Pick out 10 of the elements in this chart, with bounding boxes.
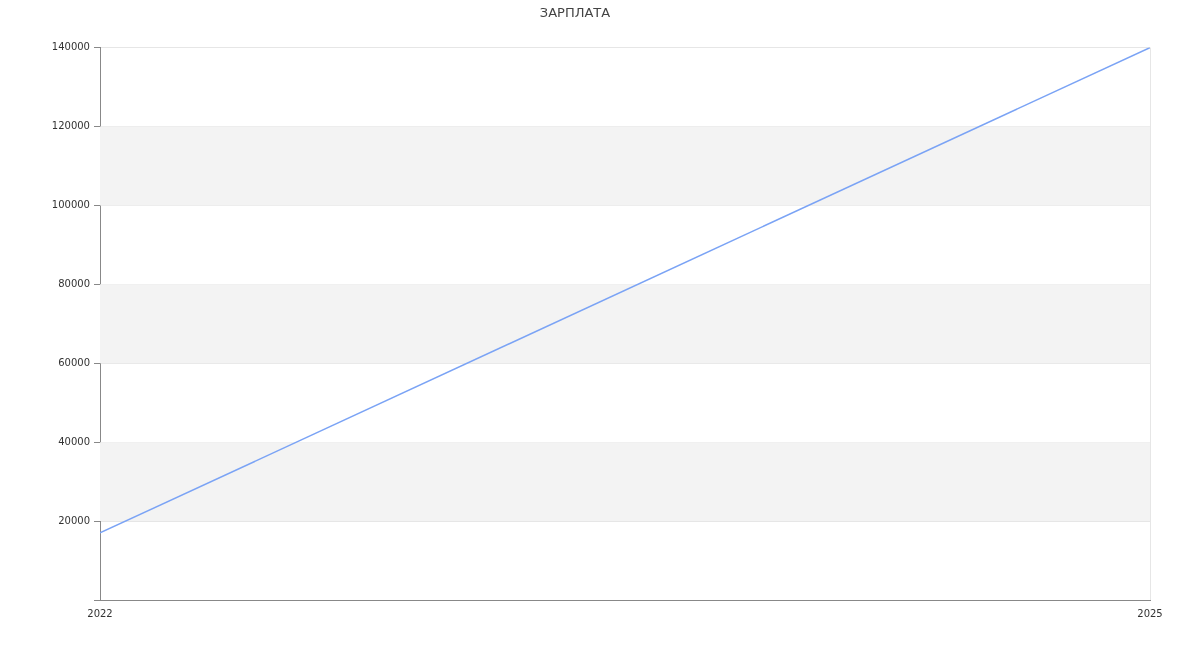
x-tick-label: 2022 [87, 607, 113, 619]
y-tick-label: 40000 [58, 435, 90, 447]
y-tick-label: 120000 [51, 120, 90, 132]
y-tick-label: 20000 [58, 514, 90, 526]
y-tick-label: 60000 [58, 356, 90, 368]
x-tick-label: 2025 [1137, 607, 1163, 619]
chart-title: ЗАРПЛАТА [539, 5, 611, 21]
y-tick-label: 80000 [58, 277, 90, 289]
y-tick-label: 140000 [51, 41, 90, 53]
y-tick-label: 100000 [51, 199, 90, 211]
